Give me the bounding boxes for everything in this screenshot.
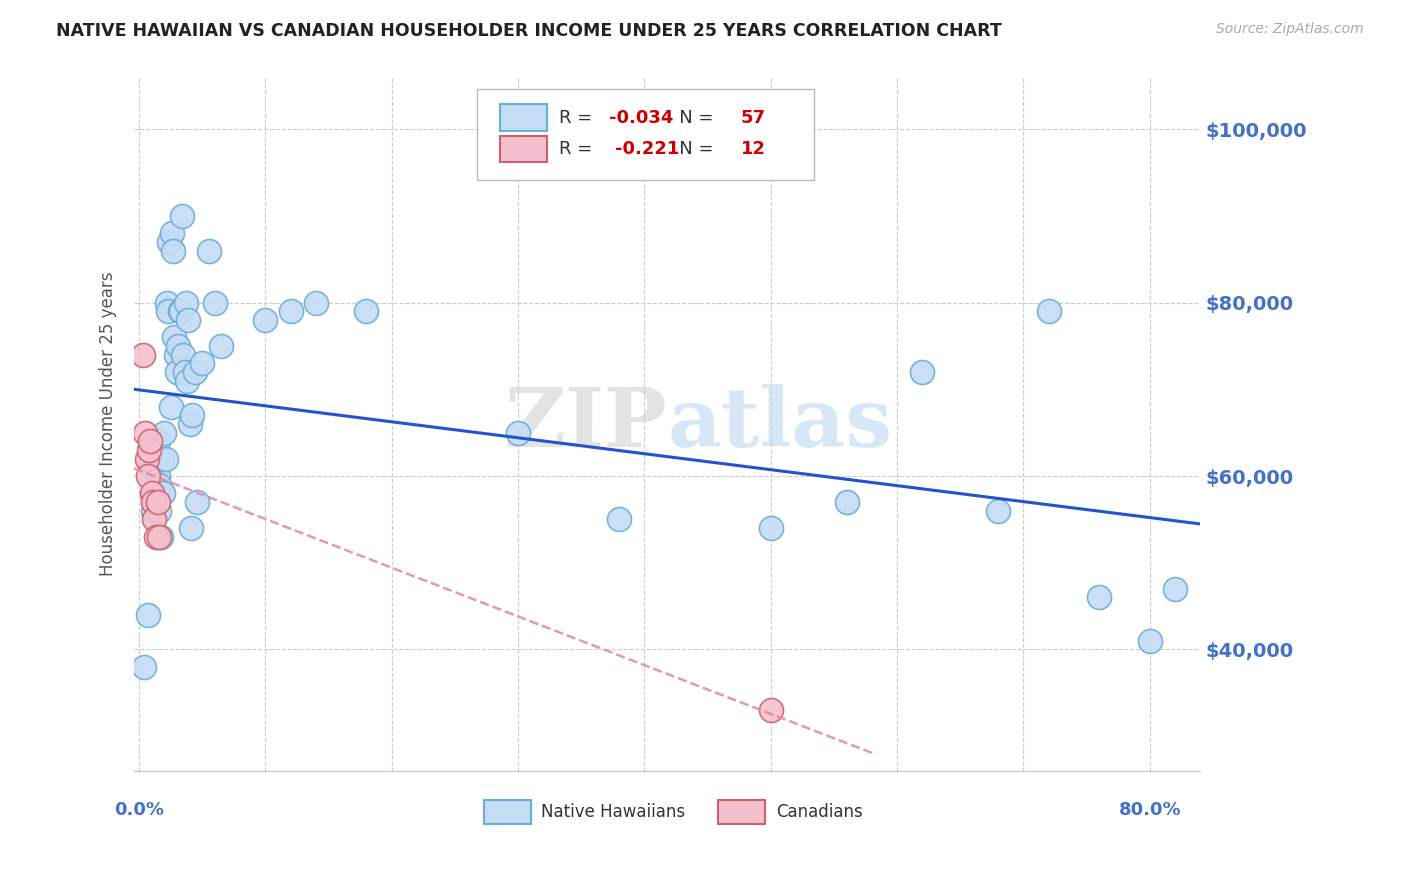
Point <box>173 365 195 379</box>
Point <box>148 530 170 544</box>
Point <box>165 348 187 362</box>
Point <box>153 425 176 440</box>
Point <box>204 295 226 310</box>
Point <box>166 365 188 379</box>
Point <box>176 374 198 388</box>
Point <box>132 348 155 362</box>
Point <box>183 365 205 379</box>
Point <box>146 469 169 483</box>
Point <box>191 356 214 370</box>
Point <box>157 304 180 318</box>
Point <box>305 295 328 310</box>
Text: N =: N = <box>662 109 718 127</box>
Point <box>162 244 184 258</box>
FancyBboxPatch shape <box>718 800 765 824</box>
Point <box>180 521 202 535</box>
Point <box>138 442 160 457</box>
Point <box>148 477 170 491</box>
FancyBboxPatch shape <box>499 136 547 162</box>
Point <box>181 409 204 423</box>
Point <box>148 503 170 517</box>
Text: R =: R = <box>560 109 599 127</box>
Point <box>1164 582 1187 596</box>
Point <box>167 339 190 353</box>
Point <box>142 503 165 517</box>
Point <box>911 365 934 379</box>
Point <box>356 304 378 318</box>
Text: Native Hawaiians: Native Hawaiians <box>541 803 686 822</box>
Point <box>134 425 156 440</box>
Point <box>759 703 782 717</box>
Point <box>146 495 169 509</box>
Point <box>186 495 208 509</box>
Point <box>136 607 159 622</box>
Point <box>506 425 529 440</box>
Point <box>142 495 165 509</box>
Point <box>759 521 782 535</box>
Point <box>143 486 166 500</box>
Point <box>136 469 159 483</box>
Text: R =: R = <box>560 140 605 158</box>
Point <box>280 304 302 318</box>
Text: 80.0%: 80.0% <box>1118 801 1181 819</box>
FancyBboxPatch shape <box>478 89 814 180</box>
Text: -0.221: -0.221 <box>614 140 679 158</box>
Text: 57: 57 <box>741 109 766 127</box>
Text: N =: N = <box>662 140 718 158</box>
Point <box>157 235 180 249</box>
Text: NATIVE HAWAIIAN VS CANADIAN HOUSEHOLDER INCOME UNDER 25 YEARS CORRELATION CHART: NATIVE HAWAIIAN VS CANADIAN HOUSEHOLDER … <box>56 22 1002 40</box>
Point <box>145 495 167 509</box>
Point <box>139 434 162 449</box>
Point <box>141 460 163 475</box>
Point <box>197 244 219 258</box>
Point <box>179 417 201 431</box>
Text: atlas: atlas <box>668 384 893 464</box>
Point <box>149 530 172 544</box>
Point <box>209 339 232 353</box>
Point <box>177 313 200 327</box>
Point <box>607 512 630 526</box>
Text: 0.0%: 0.0% <box>114 801 165 819</box>
Point <box>170 304 193 318</box>
Point <box>987 503 1010 517</box>
Point <box>160 227 183 241</box>
Point <box>134 659 156 673</box>
Point <box>150 451 173 466</box>
Point <box>172 348 194 362</box>
Point <box>135 451 157 466</box>
Point <box>155 451 177 466</box>
Point <box>159 400 181 414</box>
Point <box>145 451 167 466</box>
Point <box>1088 591 1111 605</box>
Text: -0.034: -0.034 <box>609 109 673 127</box>
Point <box>174 295 197 310</box>
Point <box>835 495 858 509</box>
Y-axis label: Householder Income Under 25 years: Householder Income Under 25 years <box>100 272 117 576</box>
Point <box>146 434 169 449</box>
Point <box>1038 304 1060 318</box>
Point <box>152 486 174 500</box>
Point <box>254 313 277 327</box>
FancyBboxPatch shape <box>484 800 530 824</box>
FancyBboxPatch shape <box>499 104 547 131</box>
Text: 12: 12 <box>741 140 766 158</box>
Text: ZIP: ZIP <box>505 384 668 464</box>
Point <box>141 486 163 500</box>
Point <box>143 512 166 526</box>
Point <box>156 295 179 310</box>
Text: Source: ZipAtlas.com: Source: ZipAtlas.com <box>1216 22 1364 37</box>
Point <box>1139 633 1161 648</box>
Point <box>170 209 193 223</box>
Point <box>169 304 191 318</box>
Point <box>163 330 186 344</box>
Point <box>145 530 167 544</box>
Text: Canadians: Canadians <box>776 803 863 822</box>
